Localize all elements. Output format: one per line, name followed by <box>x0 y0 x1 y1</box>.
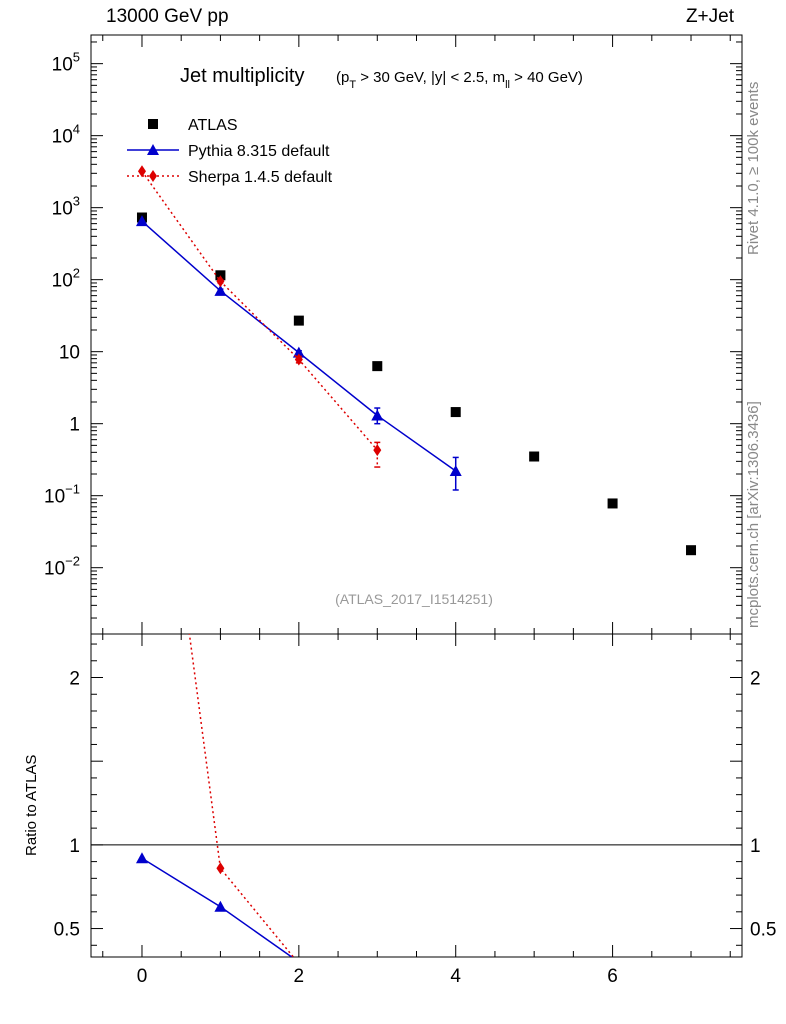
legend-label: Sherpa 1.4.5 default <box>188 169 333 186</box>
data-point <box>449 465 462 477</box>
x-tick-labels: 0 2 4 6 <box>137 966 618 987</box>
ratio-plot-frame <box>90 633 743 958</box>
ratio-y-tick-labels: 0.5 0.5 1 1 2 2 <box>54 669 777 941</box>
data-point <box>529 451 540 462</box>
data-point <box>135 215 148 227</box>
energy-label: 13000 GeV pp <box>106 6 229 27</box>
series-line <box>141 220 457 472</box>
main-y-tick-label: 105 <box>52 50 80 76</box>
ratio-y-tick-label: 1 <box>69 836 80 857</box>
legend-marker <box>148 119 158 129</box>
data-point <box>607 498 618 509</box>
x-tick-label: 0 <box>137 966 148 987</box>
chart-title-subtext: (pT > 30 GeV, |y| < 2.5, mll > 40 GeV) <box>336 69 583 91</box>
axis-ticks <box>91 35 742 957</box>
data-point <box>450 407 461 418</box>
main-y-tick-label: 10−1 <box>44 482 80 508</box>
legend-label: ATLAS <box>188 117 238 134</box>
ratio-y-tick-label-right: 0.5 <box>750 920 776 941</box>
data-point <box>216 275 225 288</box>
process-label: Z+Jet <box>685 6 734 27</box>
data-point <box>214 284 227 296</box>
x-tick-label: 6 <box>607 966 618 987</box>
main-y-tick-label: 102 <box>52 266 80 292</box>
chart-title: Jet multiplicity <box>180 65 304 87</box>
series-line <box>141 170 378 451</box>
ratio-series-line <box>188 634 295 957</box>
legend: ATLAS Pythia 8.315 default Sherpa 1.4.5 de… <box>127 117 333 186</box>
data-point <box>293 315 304 326</box>
data-point <box>292 346 305 358</box>
analysis-id-label: (ATLAS_2017_I1514251) <box>335 591 493 607</box>
x-tick-label: 4 <box>450 966 461 987</box>
main-y-tick-label: 1 <box>69 415 80 436</box>
data-point <box>372 361 383 372</box>
ratio-y-tick-label-right: 2 <box>750 669 761 690</box>
legend-label: Pythia 8.315 default <box>188 143 330 160</box>
ratio-y-tick-label-right: 1 <box>750 836 761 857</box>
main-y-tick-label: 104 <box>52 122 80 148</box>
main-y-tick-label: 10 <box>59 343 80 364</box>
data-point <box>294 353 303 366</box>
ratio-y-tick-label: 0.5 <box>54 920 80 941</box>
legend-marker <box>147 144 159 155</box>
data-point <box>373 444 382 457</box>
ratio-plot-area <box>91 634 742 957</box>
data-point <box>371 409 384 421</box>
legend-marker <box>149 170 157 182</box>
ratio-data-point <box>216 862 225 875</box>
ratio-data-point <box>214 900 227 912</box>
x-tick-label: 2 <box>294 966 305 987</box>
data-point <box>137 165 146 178</box>
main-plot-area <box>135 165 697 556</box>
ratio-data-point <box>135 852 148 864</box>
main-y-tick-label: 103 <box>52 194 80 220</box>
main-y-tick-label: 10−2 <box>44 554 80 580</box>
data-point <box>686 545 697 556</box>
ratio-y-tick-label: 2 <box>69 669 80 690</box>
